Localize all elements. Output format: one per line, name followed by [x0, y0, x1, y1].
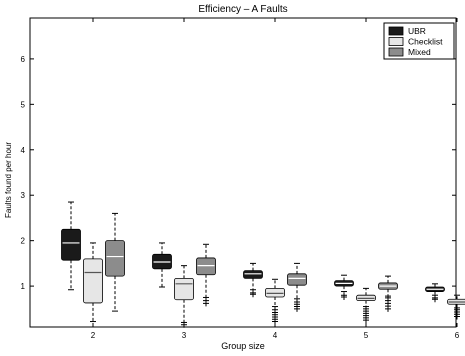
box-checklist-3 — [174, 265, 194, 328]
outlier-marker — [385, 305, 391, 312]
box-iqr — [83, 258, 103, 304]
outlier-marker — [341, 294, 347, 301]
y-tick-label: 2 — [21, 237, 26, 246]
x-tick-label: 6 — [455, 331, 460, 340]
box-plot-series — [61, 201, 465, 328]
legend-label-ubr: UBR — [408, 26, 426, 36]
outlier-marker — [250, 291, 256, 298]
x-tick-label: 4 — [273, 331, 278, 340]
box-iqr — [174, 277, 194, 301]
box-mixed-2 — [105, 212, 125, 312]
x-axis-ticks: 2 3 4 5 6 — [91, 18, 460, 340]
box-mixed-3 — [196, 243, 216, 307]
box-iqr — [61, 228, 81, 261]
outlier-marker — [363, 317, 369, 324]
y-tick-label: 1 — [21, 282, 26, 291]
outlier-marker — [203, 300, 209, 307]
chart-title: Efficiency – A Faults — [198, 4, 287, 15]
legend-swatch-ubr — [388, 26, 404, 36]
y-tick-label: 6 — [21, 55, 26, 64]
box-ubr-4 — [243, 262, 263, 298]
outlier-marker — [432, 296, 438, 303]
outlier-marker — [294, 305, 300, 312]
box-ubr-3 — [152, 242, 172, 288]
outlier-marker — [181, 321, 187, 328]
box-checklist-5 — [356, 287, 376, 324]
box-ubr-6 — [425, 283, 445, 303]
box-mixed-5 — [378, 275, 398, 312]
x-axis-label: Group size — [221, 341, 265, 351]
legend-swatch-mixed — [388, 47, 404, 57]
box-iqr — [265, 287, 285, 298]
legend-label-checklist: Checklist — [408, 37, 443, 47]
plot-area-frame — [29, 17, 457, 328]
y-axis-ticks: 1 2 3 4 5 6 — [21, 55, 456, 291]
box-iqr — [196, 257, 216, 276]
x-tick-label: 3 — [182, 331, 187, 340]
series-ubr — [61, 201, 445, 303]
box-iqr — [287, 273, 307, 286]
legend-swatch-checklist — [388, 37, 404, 46]
legend-label-mixed: Mixed — [408, 47, 431, 57]
x-tick-label: 5 — [364, 331, 369, 340]
outlier-marker — [454, 313, 460, 320]
box-iqr — [105, 240, 125, 277]
box-checklist-4 — [265, 278, 285, 325]
box-checklist-2 — [83, 242, 103, 323]
series-mixed — [105, 212, 398, 312]
outlier-marker — [272, 318, 278, 325]
box-mixed-4 — [287, 262, 307, 312]
y-tick-label: 5 — [21, 100, 26, 109]
box-ubr-5 — [334, 274, 354, 301]
y-tick-label: 3 — [21, 191, 26, 200]
x-tick-label: 2 — [91, 331, 96, 340]
y-axis-label: Faults found per hour — [4, 142, 13, 218]
box-ubr-2 — [61, 201, 81, 291]
series-checklist — [83, 242, 465, 328]
box-iqr — [243, 270, 263, 279]
y-tick-label: 4 — [21, 146, 26, 155]
box-checklist-6 — [447, 294, 465, 320]
